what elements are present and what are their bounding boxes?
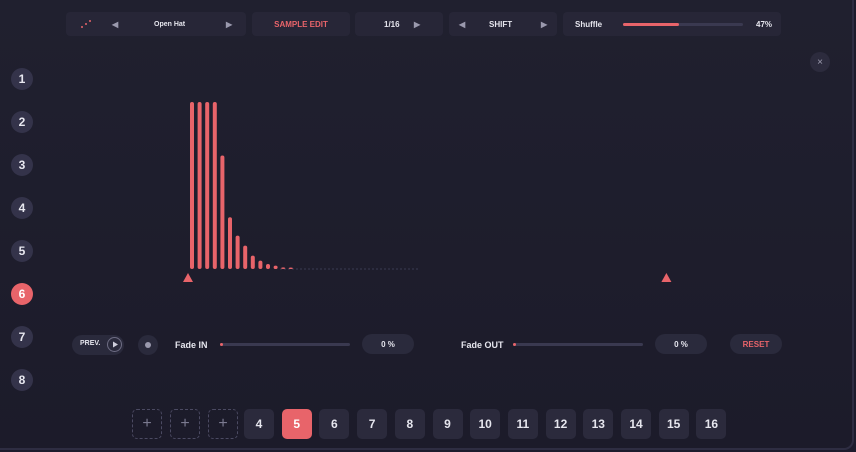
add-step-icon[interactable]: + xyxy=(132,409,162,439)
pad-button-6[interactable]: 6 xyxy=(11,283,33,305)
step-button-4[interactable]: 4 xyxy=(244,409,274,439)
pad-button-1[interactable]: 1 xyxy=(11,68,33,90)
step-button-15[interactable]: 15 xyxy=(658,409,689,439)
pad-button-4[interactable]: 4 xyxy=(11,197,33,219)
fade-out-label: Fade OUT xyxy=(461,340,504,350)
prev-instrument-icon[interactable]: ◀ xyxy=(112,19,119,29)
instrument-name: Open Hat xyxy=(154,20,186,28)
step-button-9[interactable]: 9 xyxy=(432,409,463,439)
preview-label: PREV. xyxy=(80,340,101,347)
waveform-bar xyxy=(281,267,286,269)
step-button-16[interactable]: 16 xyxy=(696,409,727,439)
pad-button-3[interactable]: 3 xyxy=(11,154,33,176)
step-button-8[interactable]: 8 xyxy=(394,409,425,439)
fade-out-slider[interactable] xyxy=(513,343,643,346)
instrument-selector[interactable]: ◀ Open Hat ▶ xyxy=(66,12,246,36)
add-step-icon[interactable]: + xyxy=(208,409,238,439)
waveform-bar xyxy=(243,245,248,269)
step-button-7[interactable]: 7 xyxy=(357,409,388,439)
waveform-bar xyxy=(228,217,232,269)
waveform-bar xyxy=(258,260,263,269)
waveform-bar xyxy=(220,155,225,269)
step-button-11[interactable]: 11 xyxy=(507,409,538,439)
waveform-bar xyxy=(288,267,293,269)
shuffle-slider[interactable] xyxy=(623,23,743,26)
next-division-icon[interactable]: ▶ xyxy=(414,19,421,29)
sample-edit-label: SAMPLE EDIT xyxy=(274,19,328,29)
waveform-bar xyxy=(266,263,270,269)
next-instrument-icon[interactable]: ▶ xyxy=(226,19,233,29)
shuffle-control[interactable]: Shuffle 47% xyxy=(563,12,781,36)
fade-in-label: Fade IN xyxy=(175,340,208,350)
fade-in-slider[interactable] xyxy=(220,343,350,346)
division-label: 1/16 xyxy=(384,19,400,29)
waveform-bar xyxy=(250,255,255,269)
step-button-14[interactable]: 14 xyxy=(621,409,651,439)
record-icon xyxy=(145,342,151,348)
fade-out-slider-thumb xyxy=(513,343,516,346)
pad-button-8[interactable]: 8 xyxy=(11,369,33,391)
waveform-bar xyxy=(205,102,210,269)
reset-button[interactable]: RESET xyxy=(730,334,782,354)
end-marker-icon xyxy=(661,273,672,282)
shift-control[interactable]: ◀ SHIFT ▶ xyxy=(449,12,557,36)
step-button-10[interactable]: 10 xyxy=(470,409,501,439)
waveform-bar xyxy=(197,102,202,269)
waveform-bar xyxy=(190,102,194,269)
shift-right-icon[interactable]: ▶ xyxy=(541,19,548,29)
shuffle-slider-fill xyxy=(623,23,680,26)
preview-button[interactable]: PREV. xyxy=(72,335,124,355)
pad-button-7[interactable]: 7 xyxy=(11,326,33,348)
fade-in-value[interactable]: 0 % xyxy=(362,334,414,354)
shift-label: SHIFT xyxy=(489,19,513,29)
sample-edit-button[interactable]: SAMPLE EDIT xyxy=(252,12,350,36)
waveform-bar xyxy=(235,235,240,269)
division-selector[interactable]: 1/16 ▶ xyxy=(355,12,443,36)
shuffle-value: 47% xyxy=(756,19,773,29)
dots-icon xyxy=(80,19,92,29)
step-button-6[interactable]: 6 xyxy=(319,409,350,439)
add-step-icon[interactable]: + xyxy=(170,409,200,439)
fade-in-slider-thumb xyxy=(220,343,223,346)
fade-out-value[interactable]: 0 % xyxy=(655,334,707,354)
record-button[interactable] xyxy=(138,335,158,355)
waveform-display[interactable] xyxy=(180,95,700,285)
pad-button-5[interactable]: 5 xyxy=(11,240,33,262)
pad-button-2[interactable]: 2 xyxy=(11,111,33,133)
shuffle-label: Shuffle xyxy=(575,19,603,29)
start-marker-icon xyxy=(183,273,193,282)
play-icon xyxy=(107,337,122,352)
step-button-12[interactable]: 12 xyxy=(545,409,576,439)
waveform-bar xyxy=(212,102,217,269)
step-button-5[interactable]: 5 xyxy=(281,409,312,439)
step-button-13[interactable]: 13 xyxy=(583,409,614,439)
waveform-bar xyxy=(273,265,278,269)
shift-left-icon[interactable]: ◀ xyxy=(459,19,466,29)
close-icon[interactable]: × xyxy=(810,52,830,72)
